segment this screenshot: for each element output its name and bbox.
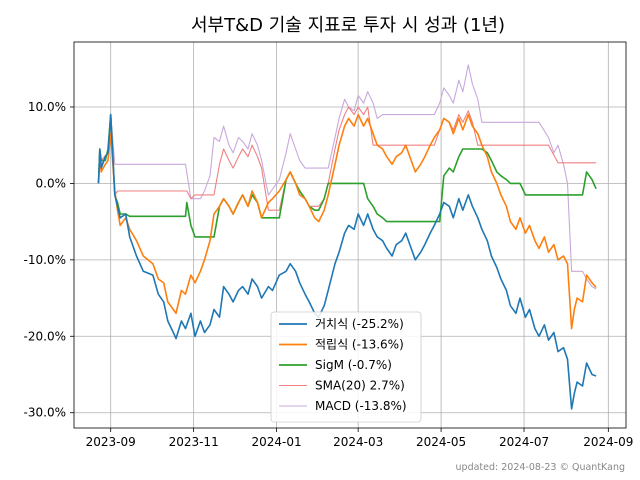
x-tick-label: 2024-05 bbox=[416, 435, 466, 449]
legend-label-1: 거치식 (-25.2%) bbox=[315, 317, 404, 331]
legend: 거치식 (-25.2%) 적립식 (-13.6%) SigM (-0.7%) SMA(… bbox=[271, 312, 421, 422]
legend-label-2: 적립식 (-13.6%) bbox=[315, 338, 404, 352]
x-tick-label: 2023-09 bbox=[86, 435, 136, 449]
chart-title: 서부T&D 기술 지표로 투자 시 성과 (1년) bbox=[191, 15, 505, 36]
footer-credit: updated: 2024-08-23 © QuantKang bbox=[456, 462, 625, 473]
x-tick-label: 2023-11 bbox=[169, 435, 219, 449]
legend-label-3: SigM (-0.7%) bbox=[315, 358, 392, 372]
y-tick-label: -10.0% bbox=[24, 253, 66, 267]
x-tick-label: 2024-03 bbox=[333, 435, 383, 449]
y-tick-label: 10.0% bbox=[28, 100, 66, 114]
y-tick-label: -30.0% bbox=[24, 406, 66, 420]
x-tick-label: 2024-01 bbox=[252, 435, 302, 449]
x-tick-label: 2024-07 bbox=[499, 435, 549, 449]
y-tick-label: 0.0% bbox=[36, 176, 67, 190]
y-tick-label: -20.0% bbox=[24, 329, 66, 343]
legend-label-5: MACD (-13.8%) bbox=[315, 399, 407, 413]
legend-label-4: SMA(20) 2.7%) bbox=[315, 379, 405, 393]
x-tick-label: 2024-09 bbox=[583, 435, 633, 449]
